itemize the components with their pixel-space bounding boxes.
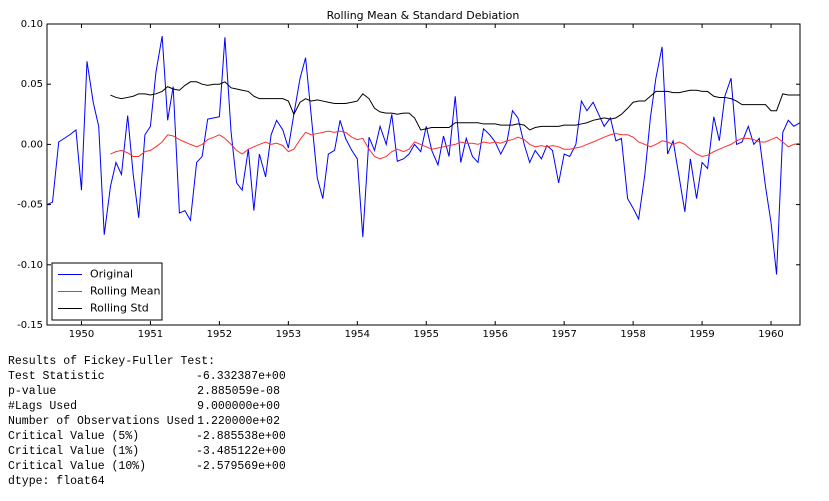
x-tick-label: 1959 [689,329,714,340]
plot-frame [46,23,801,326]
legend-label: Rolling Mean [90,285,160,298]
row-label: p-value [8,385,57,398]
output-dtype: dtype: float64 [8,475,105,488]
y-tick-label: 0.05 [21,79,43,90]
series-line [46,35,801,275]
row-value: -3.485122e+00 [196,445,286,458]
row-value: -2.885538e+00 [196,430,286,443]
chart: Rolling Mean & Standard Debiation -0.15 -… [17,9,801,340]
test-output: Results of Fickey-Fuller Test: Test Stat… [8,354,286,489]
output-title: Results of Fickey-Fuller Test: [8,355,216,368]
x-tick-label: 1954 [345,329,370,340]
legend-label: Original [90,268,133,281]
row-label: #Lags Used [8,400,78,413]
y-tick-label: -0.15 [17,320,43,331]
legend-label: Rolling Std [90,302,149,315]
output-row: Number of Observations Used 1.220000e+02 [8,414,280,429]
x-tick-label: 1953 [276,329,301,340]
row-value: -2.579569e+00 [196,460,286,473]
chart-title: Rolling Mean & Standard Debiation [327,9,520,22]
x-tick-label: 1956 [482,329,507,340]
output-row: Test Statistic -6.332387e+00 [8,369,286,384]
output-row: Critical Value (5%) -2.885538e+00 [8,429,286,444]
row-label: Number of Observations Used [8,415,195,428]
y-tick-label: 0.00 [21,139,43,150]
x-tick-label: 1950 [69,329,94,340]
x-tick-label: 1955 [414,329,439,340]
legend-frame [51,262,163,321]
series-line [110,130,801,160]
output-row: Critical Value (1%) -3.485122e+00 [8,444,286,459]
y-tick-label: -0.10 [17,260,43,271]
output-row: #Lags Used 9.000000e+00 [8,399,280,414]
x-tick-label: 1960 [758,329,783,340]
x-tick-label: 1952 [207,329,232,340]
row-label: Critical Value (1%) [8,445,140,458]
row-label: Test Statistic [8,370,105,383]
series-line [110,81,800,131]
x-tick-label: 1957 [551,329,576,340]
row-label: Critical Value (5%) [8,430,140,443]
row-value: -6.332387e+00 [196,370,286,383]
y-tick-label: -0.05 [17,200,43,211]
y-tick-label: 0.10 [21,19,43,30]
x-tick-label: 1958 [620,329,645,340]
row-value: 9.000000e+00 [197,400,280,413]
row-value: 2.885059e-08 [197,385,280,398]
x-tick-label: 1951 [138,329,163,340]
row-value: 1.220000e+02 [197,415,280,428]
output-row: Critical Value (10%) -2.579569e+00 [8,459,286,474]
output-row: p-value 2.885059e-08 [8,384,280,399]
row-label: Critical Value (10%) [8,460,147,473]
